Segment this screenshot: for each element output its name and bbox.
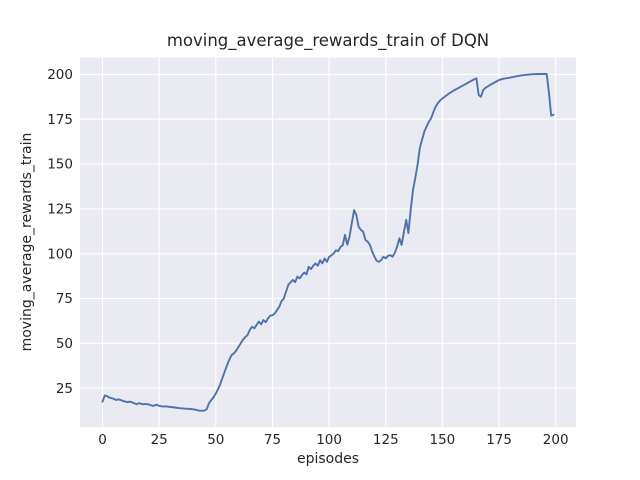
x-tick-label: 175 (486, 432, 512, 448)
plot-background (80, 57, 576, 428)
x-tick-label: 0 (98, 432, 107, 448)
y-tick-label: 50 (56, 336, 73, 352)
x-tick-label: 200 (543, 432, 569, 448)
x-tick-label: 125 (373, 432, 399, 448)
y-tick-label: 100 (47, 246, 73, 262)
x-tick-label: 75 (264, 432, 281, 448)
y-tick-label: 150 (47, 157, 73, 173)
reward-line (101, 72, 555, 412)
x-tick-label: 25 (151, 432, 168, 448)
y-tick-label: 125 (47, 202, 73, 218)
chart-title: moving_average_rewards_train of DQN (166, 31, 490, 50)
y-tick-label: 75 (56, 291, 73, 307)
x-axis-label: episodes (296, 451, 360, 467)
y-axis-label: moving_average_rewards_train (19, 132, 35, 352)
y-tick-label: 200 (47, 67, 73, 83)
y-tick-label: 175 (47, 112, 73, 128)
x-tick-label: 50 (207, 432, 224, 448)
x-tick-label: 100 (316, 432, 342, 448)
x-tick-label: 150 (430, 432, 456, 448)
y-tick-label: 25 (56, 381, 73, 397)
